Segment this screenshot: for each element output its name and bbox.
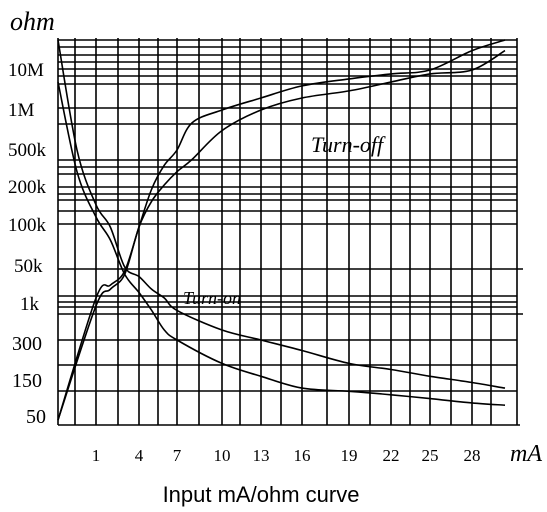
y-tick-label: 100k — [8, 215, 47, 236]
chart-curves — [57, 39, 506, 421]
x-tick-label: 10 — [214, 446, 231, 465]
chart-labels: ohm mA Input mA/ohm curve Turn-off Turn-… — [8, 7, 542, 507]
curve-turn_on_lower — [57, 81, 506, 406]
y-axis-label: ohm — [10, 7, 55, 36]
y-tick-label: 10M — [8, 60, 44, 81]
curve-turn_off_upper — [57, 39, 506, 421]
chart-grid — [57, 38, 523, 426]
x-tick-label: 7 — [173, 446, 182, 465]
y-tick-label: 50 — [26, 406, 46, 428]
y-tick-label: 1M — [8, 100, 35, 121]
y-tick-label: 1k — [20, 294, 40, 315]
chart-caption: Input mA/ohm curve — [163, 482, 360, 507]
y-tick-label: 200k — [8, 177, 47, 198]
x-tick-label: 13 — [253, 446, 270, 465]
x-tick-label: 16 — [294, 446, 311, 465]
x-tick-label: 22 — [383, 446, 400, 465]
y-tick-label: 500k — [8, 140, 47, 161]
x-tick-label: 4 — [135, 446, 144, 465]
x-tick-label: 19 — [341, 446, 358, 465]
curve-turn_on_upper — [57, 39, 506, 389]
curve-turn_off_lower — [57, 49, 506, 421]
y-tick-label: 300 — [12, 333, 42, 355]
x-axis-label: mA — [510, 441, 542, 467]
annotation-turn-off: Turn-off — [311, 132, 386, 157]
annotation-turn-on: Turn-on — [183, 288, 241, 308]
y-tick-label: 150 — [12, 370, 42, 392]
y-tick-label: 50k — [14, 256, 43, 277]
x-tick-label: 28 — [464, 446, 481, 465]
x-tick-label: 1 — [92, 446, 101, 465]
x-tick-label: 25 — [422, 446, 439, 465]
